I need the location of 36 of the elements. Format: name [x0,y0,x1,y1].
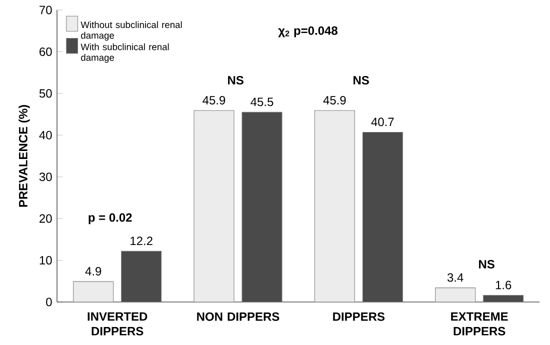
bar [194,110,234,302]
data-label: 12.2 [130,236,152,246]
x-tick-label: INVERTED DIPPERS [88,312,148,336]
data-label: 45.5 [250,98,274,106]
annotation: χ$_{2}$ p=0.048 [278,26,338,38]
x-tick-label: DIPPERS [333,312,385,321]
annotation: NS [228,76,244,85]
y-tick-label: 70 [40,6,52,14]
bar [314,110,355,302]
y-axis-title: PREVALENCE (%) [18,105,30,207]
annotation: NS [479,260,494,268]
y-tick-label: 50 [39,89,52,98]
data-label: 45.9 [202,96,226,104]
data-label: 4.9 [85,267,102,276]
y-tick-label: 10 [40,256,52,265]
y-tick-label: 0 [46,298,52,306]
x-tick-label: NON DIPPERS [197,312,280,321]
bar [483,295,524,302]
bar [73,281,114,302]
bar [121,250,162,302]
x-tick-label: EXTREME DIPPERS [451,312,508,336]
data-label: 40.7 [371,118,394,126]
annotation: p = 0.02 [88,213,132,224]
data-label: 45.9 [323,96,346,104]
bar [435,288,476,302]
data-label: 1.6 [496,280,512,290]
y-tick-label: 30 [39,172,52,182]
legend-label: With subclinical renal damage [80,43,169,63]
bar [362,132,403,302]
y-tick-label: 20 [40,214,52,223]
y-tick-label: 40 [39,130,52,140]
y-tick-label: 60 [40,47,52,56]
annotation: NS [354,76,369,85]
data-label: 3.4 [447,273,464,282]
bar [242,112,282,302]
legend-label: Without subclinical renal damage [80,21,182,41]
